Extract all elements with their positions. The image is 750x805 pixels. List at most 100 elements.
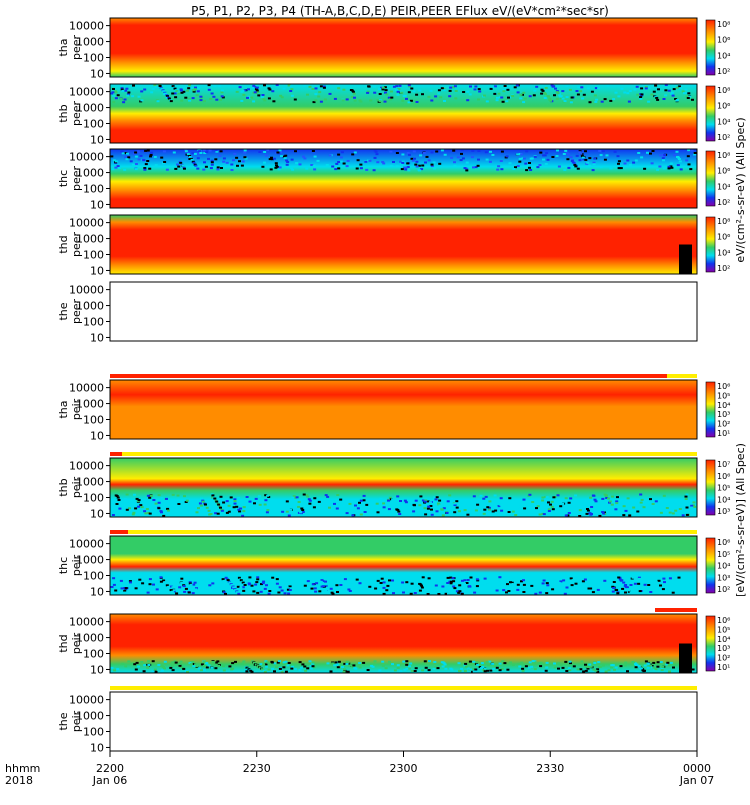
- panel-ylabel: thepeer: [57, 299, 83, 325]
- noise-speckle: [111, 493, 697, 517]
- colorbar-tick-label: 10⁸: [717, 20, 730, 29]
- colorbar-tick-label: 10⁴: [717, 248, 730, 257]
- y-tick-label: 10: [90, 741, 104, 754]
- panel-frame: [109, 613, 698, 674]
- colorbar-tick-label: 10⁵: [717, 484, 730, 493]
- colorbar-tick-label: 10¹: [717, 663, 730, 672]
- y-tick-label: 10000: [69, 616, 104, 629]
- y-tick-label: 1000: [76, 632, 104, 645]
- panel-thc-peer: 10 100 1000 10000 thcpeer 10² 10⁴ 10⁶ 10⁸: [57, 148, 730, 211]
- colorbar-tick-label: 10²: [717, 133, 730, 142]
- colorbar-tick-label: 10²: [717, 585, 730, 594]
- spectrogram-tha-peir: [110, 380, 697, 439]
- status-bar: [667, 374, 697, 378]
- x-tick-label: 2300: [390, 762, 418, 775]
- panel-frame: [109, 17, 698, 78]
- y-tick-label: 10000: [69, 694, 104, 707]
- spectrogram-thd-peer: [110, 215, 697, 274]
- colorbar-tick-label: 10⁶: [717, 616, 730, 625]
- colorbar: [705, 150, 716, 207]
- panel-ylabel: thapeer: [57, 35, 83, 61]
- y-tick-label: 1000: [76, 167, 104, 180]
- colorbar-tick-label: 10³: [717, 644, 730, 653]
- panel-frame: [109, 457, 698, 518]
- colorbar-tick-label: 10⁸: [717, 86, 730, 95]
- status-bar: [110, 530, 697, 534]
- y-tick-label: 10000: [69, 86, 104, 99]
- data-gap: [679, 244, 692, 274]
- colorbar-tick-label: 10⁵: [717, 625, 730, 634]
- noise-speckle: [110, 84, 697, 104]
- y-tick-label: 10: [90, 663, 104, 676]
- colorbar-title: [eV/(cm²-s-sr-eV)] (All Spec): [734, 443, 747, 597]
- x-tick-label: 2230: [243, 762, 271, 775]
- data-gap: [679, 643, 692, 673]
- panels-layer: 10 100 1000 10000 thapeer 10² 10⁴ 10⁶ 10⁸ 10 100 10…: [57, 17, 747, 754]
- panel-frame: [109, 379, 698, 440]
- status-bar: [110, 530, 128, 534]
- colorbar-tick-label: 10³: [717, 410, 730, 419]
- noise-speckle: [110, 149, 697, 172]
- spectrogram-tha-peer: [110, 18, 697, 77]
- status-bar: [110, 452, 697, 456]
- colorbar-tick-label: 10²: [717, 654, 730, 663]
- colorbar-tick-label: 10²: [717, 264, 730, 273]
- y-tick-label: 10: [90, 67, 104, 80]
- y-tick-label: 10000: [69, 217, 104, 230]
- colorbar-tick-label: 10⁶: [717, 167, 730, 176]
- colorbar-tick-label: 10⁶: [717, 233, 730, 242]
- colorbar-tick-label: 10²: [717, 420, 730, 429]
- y-tick-label: 10000: [69, 20, 104, 33]
- colorbar-tick-label: 10⁴: [717, 562, 730, 571]
- colorbar-tick-label: 10³: [717, 507, 730, 516]
- colorbar: [705, 459, 716, 516]
- panel-ylabel: thepeir: [57, 710, 83, 732]
- y-tick-label: 100: [83, 118, 104, 131]
- colorbar-tick-label: 10⁷: [717, 460, 730, 469]
- noise-speckle: [110, 660, 695, 673]
- panel-tha-peer: 10 100 1000 10000 thapeer 10² 10⁴ 10⁶ 10⁸: [57, 17, 730, 80]
- y-tick-label: 1000: [76, 554, 104, 567]
- y-tick-label: 1000: [76, 398, 104, 411]
- y-tick-label: 100: [83, 726, 104, 739]
- x-date-label: Jan 06: [92, 774, 127, 787]
- y-tick-label: 100: [83, 570, 104, 583]
- y-tick-label: 100: [83, 52, 104, 65]
- y-tick-label: 10000: [69, 284, 104, 297]
- panel-frame: [109, 148, 698, 209]
- colorbar-title: eV/(cm²-s-sr-eV) (All Spec): [734, 117, 747, 262]
- colorbar-tick-label: 10⁸: [717, 151, 730, 160]
- colorbar-tick-label: 10⁵: [717, 550, 730, 559]
- status-bar: [110, 452, 122, 456]
- colorbar: [705, 19, 716, 76]
- y-tick-label: 1000: [76, 476, 104, 489]
- panel-thc-peir: 10 100 1000 10000 thcpeir 10² 10³ 10⁴ 10⁵ 10⁶: [57, 535, 730, 598]
- chart-title: P5, P1, P2, P3, P4 (TH-A,B,C,D,E) PEIR,P…: [191, 4, 609, 18]
- spectrogram-thd-peir: [110, 614, 697, 673]
- colorbar-tick-label: 10⁶: [717, 36, 730, 45]
- noise-speckle: [110, 576, 695, 595]
- colorbar: [705, 85, 716, 142]
- panel-ylabel: thapeir: [57, 398, 83, 420]
- panel-frame: [109, 281, 698, 342]
- x-tick-label: 0000: [683, 762, 711, 775]
- y-tick-label: 1000: [76, 300, 104, 313]
- x-axis-label: hhmm: [5, 762, 40, 775]
- x-axis-label: 2018: [5, 774, 33, 787]
- status-bar: [110, 374, 667, 378]
- y-tick-label: 1000: [76, 102, 104, 115]
- y-tick-label: 10: [90, 331, 104, 344]
- spectrogram-thc-peir: [110, 536, 697, 595]
- panel-frame: [109, 535, 698, 596]
- colorbar-tick-label: 10¹: [717, 429, 730, 438]
- colorbar-tick-label: 10³: [717, 573, 730, 582]
- colorbar-tick-label: 10⁴: [717, 495, 730, 504]
- x-date-label: Jan 07: [679, 774, 714, 787]
- x-tick-label: 2330: [536, 762, 564, 775]
- y-tick-label: 1000: [76, 36, 104, 49]
- panel-ylabel: thcpeir: [57, 554, 83, 576]
- y-tick-label: 10000: [69, 382, 104, 395]
